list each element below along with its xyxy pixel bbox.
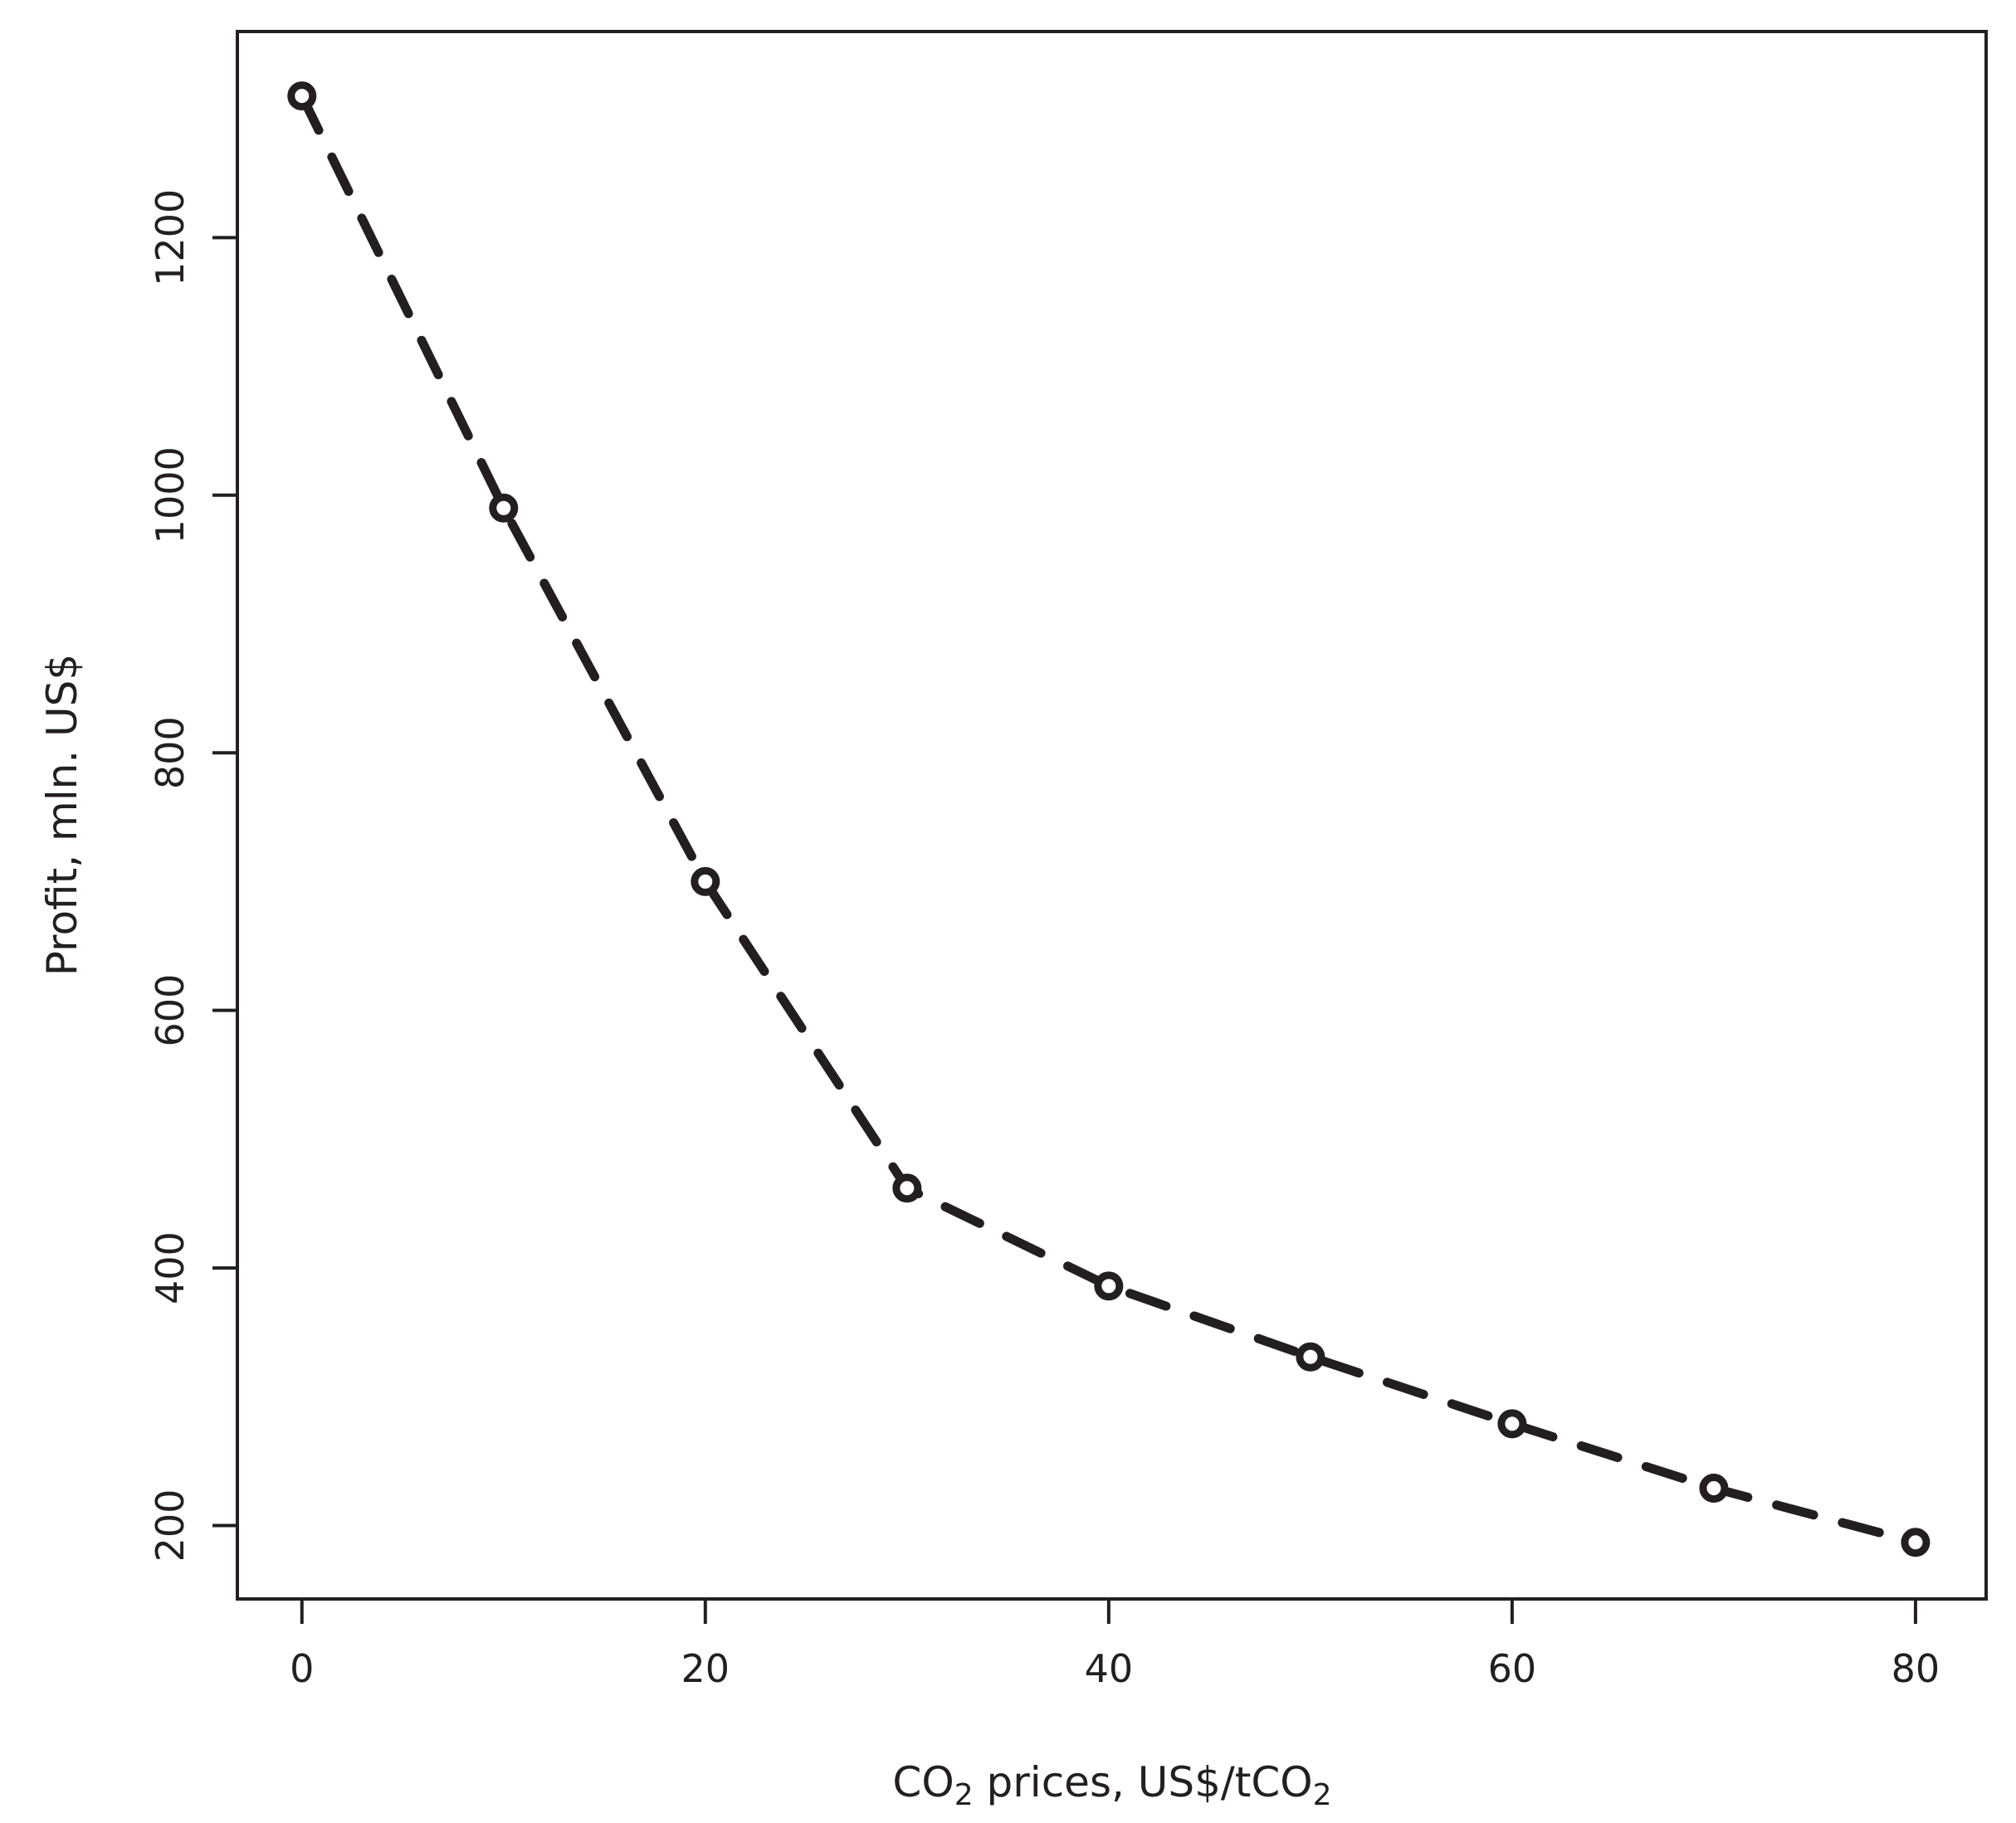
y-tick-label: 1200 <box>148 189 193 286</box>
x-tick-label: 60 <box>1488 1646 1537 1691</box>
series-dashed-line <box>297 91 1921 1548</box>
data-point <box>287 81 317 111</box>
data-point <box>1296 1342 1325 1372</box>
data-point <box>1497 1409 1527 1439</box>
y-tick-label: 1000 <box>148 446 193 543</box>
y-axis-title: Profit, mln. US$ <box>38 654 86 976</box>
plot-frame <box>236 30 1988 1601</box>
y-axis: 200 400 600 800 1000 1200 <box>148 189 239 1562</box>
x-axis-title-part-1: CO <box>892 1758 954 1806</box>
data-points <box>287 81 1931 1557</box>
x-axis-title-part-2: prices, US$/tCO <box>974 1758 1313 1806</box>
data-point <box>691 866 720 896</box>
y-tick-label: 600 <box>148 974 193 1047</box>
y-tick-label: 800 <box>148 716 193 789</box>
x-tick-label: 40 <box>1085 1646 1134 1691</box>
x-axis-title-subscript-2: 2 <box>1313 1778 1332 1812</box>
x-axis-title: CO2 prices, US$/tCO2 <box>892 1758 1331 1812</box>
data-point <box>1094 1271 1124 1301</box>
x-axis: 0 20 40 60 80 <box>290 1597 1940 1691</box>
data-point <box>892 1173 922 1203</box>
data-point <box>1901 1528 1931 1557</box>
x-tick-label: 20 <box>681 1646 730 1691</box>
data-point <box>489 493 519 523</box>
y-tick-label: 200 <box>148 1489 193 1562</box>
y-tick-label: 400 <box>148 1231 193 1304</box>
data-point <box>1699 1474 1729 1504</box>
x-axis-title-subscript-1: 2 <box>954 1778 974 1812</box>
x-tick-label: 0 <box>290 1646 314 1691</box>
x-tick-label: 80 <box>1892 1646 1940 1691</box>
